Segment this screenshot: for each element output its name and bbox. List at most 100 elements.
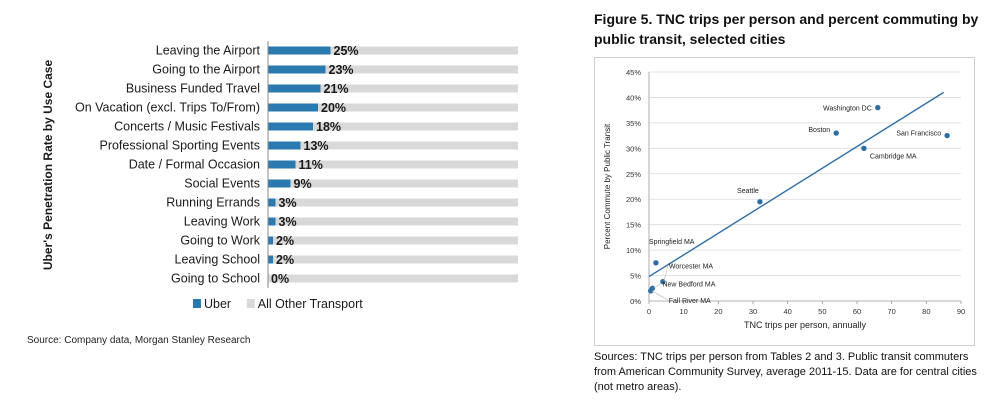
label-leader-line [663,265,669,282]
bar-uber [268,84,321,93]
data-label: 18% [316,120,341,134]
y-tick-label: 40% [626,93,641,102]
x-tick-label: 40 [783,307,791,316]
category-label: Going to School [171,272,260,286]
left-y-axis-label: Uber's Penetration Rate by Use Case [41,60,55,271]
x-tick-label: 90 [957,307,965,316]
bar-uber [268,103,318,112]
bar-uber [268,255,273,264]
y-tick-label: 30% [626,144,641,153]
bar-uber [268,46,331,55]
uber-penetration-chart: Uber's Penetration Rate by Use Case Leav… [41,41,518,311]
scatter-point [944,132,950,139]
category-label: Running Errands [166,196,260,210]
scatter-point [833,130,839,136]
bar-uber [268,198,276,207]
data-label: 21% [324,82,349,96]
category-label: Date / Formal Occasion [129,158,260,172]
legend-label: All Other Transport [258,297,363,311]
tnc-transit-scatter-chart: 0% 5% 10% 15% 20% 25% 30% 35% 40% 45% 0 10 20 30 40 50 6… [603,68,965,330]
category-label: Concerts / Music Festivals [114,120,260,134]
data-label: 23% [329,63,354,77]
x-tick-label: 70 [887,307,895,316]
y-tick-label: 25% [626,170,641,179]
bar-uber [268,217,276,226]
x-tick-label: 0 [647,307,651,316]
trend-line [648,91,945,278]
bar-uber [268,236,273,245]
data-label: 0% [271,272,289,286]
y-tick-label: 10% [626,246,641,255]
label-leader-line [651,290,668,301]
x-tick-label: 20 [714,307,722,316]
label-leader-line [653,283,662,289]
category-label: Social Events [184,177,260,191]
legend-swatch [246,299,255,308]
bar-other-transport [290,179,518,188]
bar-other-transport [325,65,518,74]
point-label: Boston [808,127,830,134]
right-x-axis-label: TNC trips per person, annually [744,320,867,330]
y-tick-label: 5% [630,272,641,281]
left-legend: Uber All Other Transport [193,297,363,311]
scatter-chart-frame: 0% 5% 10% 15% 20% 25% 30% 35% 40% 45% 0 10 20 30 40 50 6… [594,57,975,346]
data-label: 2% [276,234,294,248]
category-label: Leaving Work [184,215,261,229]
point-label: Washington DC [823,106,872,113]
point-label: San Francisco [896,131,941,138]
data-label: 3% [279,215,297,229]
point-label: Seattle [737,188,759,195]
right-y-axis-label: Percent Commute by Public Transit [603,123,612,249]
point-label: New Bedford MA [662,281,715,288]
bar-other-transport [273,255,518,264]
data-label: 25% [334,44,359,58]
y-tick-label: 0% [630,297,641,306]
category-label: Going to Work [180,234,260,248]
bar-other-transport [313,122,518,131]
x-tick-label: 60 [853,307,861,316]
category-label: Leaving School [175,253,260,267]
bar-other-transport [295,160,518,169]
category-label: On Vacation (excl. Trips To/From) [75,101,260,115]
bar-uber [268,122,313,131]
scatter-point [861,145,867,152]
bar-other-transport [273,236,518,245]
y-tick-label: 15% [626,221,641,230]
bar-other-transport [268,274,518,283]
scatter-point [648,288,654,294]
bar-other-transport [318,103,518,112]
bar-uber [268,179,291,188]
y-tick-label: 35% [626,119,641,128]
bar-other-transport [320,84,518,93]
scatter-point [653,260,659,266]
data-label: 9% [294,177,312,191]
y-tick-label: 45% [626,68,641,77]
bar-other-transport [275,217,518,226]
x-tick-label: 30 [749,307,757,316]
bar-uber [268,141,301,150]
bar-other-transport [330,46,518,55]
right-source-note: Sources: TNC trips per person from Table… [594,351,977,393]
data-label: 2% [276,253,294,267]
scatter-point [757,199,763,205]
figure-title: Figure 5. TNC trips per person and perce… [594,11,979,47]
x-tick-label: 50 [818,307,826,316]
bar-other-transport [275,198,518,207]
category-label: Business Funded Travel [126,82,260,96]
point-label: Fall River MA [669,298,711,305]
category-label: Leaving the Airport [156,44,261,58]
scatter-point [875,104,881,111]
point-label: Cambridge MA [870,153,917,160]
point-label: Worcester MA [669,264,714,271]
bar-uber [268,65,326,74]
left-source-note: Source: Company data, Morgan Stanley Res… [27,335,251,346]
category-label: Going to the Airport [152,63,260,77]
data-label: 13% [304,139,329,153]
x-tick-label: 10 [679,307,687,316]
x-tick-label: 80 [922,307,930,316]
bar-other-transport [300,141,518,150]
legend-swatch [193,299,201,308]
legend-label: Uber [204,297,231,311]
y-tick-label: 20% [626,195,641,204]
category-label: Professional Sporting Events [99,139,260,153]
